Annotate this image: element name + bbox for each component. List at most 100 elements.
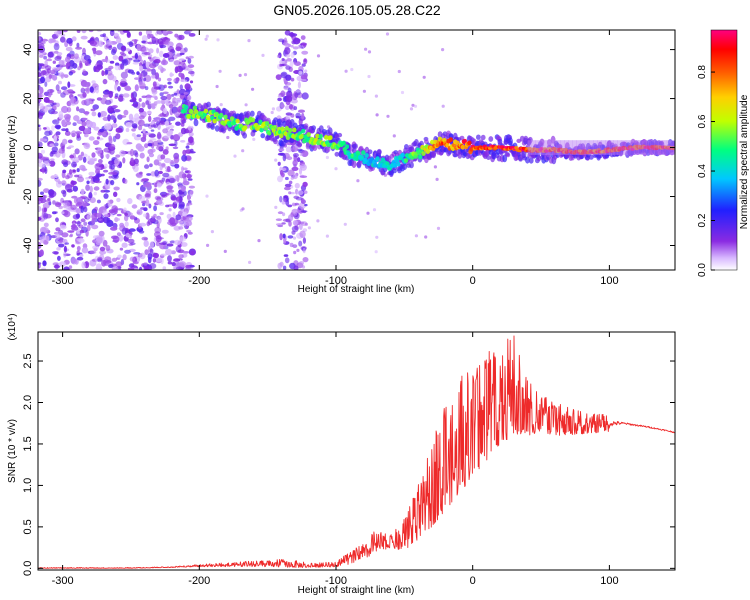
noise-dot bbox=[280, 71, 288, 79]
noise-dot bbox=[134, 152, 139, 158]
noise-dot bbox=[282, 42, 289, 46]
noise-dot bbox=[157, 65, 163, 70]
ridge-dot bbox=[219, 112, 224, 118]
noise-dot bbox=[152, 252, 159, 259]
noise-dot bbox=[75, 131, 82, 135]
noise-dot bbox=[165, 39, 170, 46]
noise-dot bbox=[292, 159, 298, 167]
noise-dot bbox=[112, 235, 120, 243]
noise-dot bbox=[165, 204, 170, 208]
noise-dot bbox=[179, 191, 185, 198]
spectrogram-frame bbox=[37, 29, 676, 271]
ridge-dot bbox=[301, 128, 306, 134]
noise-dot bbox=[88, 136, 95, 141]
noise-dot bbox=[74, 53, 79, 60]
noise-dot bbox=[291, 166, 299, 171]
noise-dot bbox=[43, 55, 47, 60]
noise-dot bbox=[136, 134, 142, 137]
noise-dot bbox=[105, 153, 111, 158]
noise-dot bbox=[149, 138, 157, 141]
noise-dot bbox=[132, 97, 137, 102]
noise-dot bbox=[163, 157, 172, 164]
noise-dot bbox=[49, 152, 54, 157]
noise-dot bbox=[173, 200, 180, 204]
noise-dot bbox=[43, 188, 50, 194]
noise-dot bbox=[105, 178, 109, 185]
noise-dot bbox=[279, 63, 283, 67]
noise-dot bbox=[149, 248, 154, 254]
noise-dot bbox=[157, 131, 162, 139]
noise-dot bbox=[116, 213, 122, 217]
noise-dot bbox=[100, 97, 107, 105]
noise-dot bbox=[61, 211, 65, 215]
noise-dot bbox=[115, 35, 120, 39]
noise-dot bbox=[367, 74, 371, 79]
noise-dot bbox=[284, 183, 292, 188]
noise-dot bbox=[178, 58, 185, 61]
ridge-tail-band bbox=[642, 140, 647, 155]
noise-dot bbox=[257, 239, 261, 243]
noise-dot bbox=[99, 250, 107, 255]
noise-dot bbox=[152, 81, 157, 88]
noise-dot bbox=[68, 100, 72, 107]
noise-dot bbox=[173, 156, 180, 164]
noise-dot bbox=[88, 192, 93, 199]
noise-dot bbox=[174, 98, 182, 103]
noise-dot bbox=[52, 60, 56, 64]
ridge-tail-band bbox=[584, 140, 590, 155]
noise-dot bbox=[424, 235, 428, 239]
noise-dot bbox=[66, 37, 73, 44]
noise-dot bbox=[186, 68, 193, 72]
noise-dot bbox=[94, 206, 98, 212]
noise-dot bbox=[151, 74, 156, 79]
x-tick-label: 100 bbox=[600, 275, 618, 287]
noise-dot bbox=[174, 140, 178, 147]
noise-dot bbox=[115, 62, 120, 67]
noise-dot bbox=[55, 125, 61, 130]
ridge-dot bbox=[421, 151, 426, 157]
x-tick-label: 0 bbox=[470, 575, 476, 587]
noise-dot bbox=[143, 237, 148, 241]
ridge-dot bbox=[272, 125, 277, 130]
noise-dot bbox=[146, 156, 150, 163]
noise-dot bbox=[136, 43, 141, 52]
noise-dot bbox=[290, 52, 295, 58]
noise-dot bbox=[38, 162, 45, 168]
noise-dot bbox=[67, 139, 73, 144]
noise-dot bbox=[185, 264, 191, 269]
noise-dot bbox=[99, 165, 105, 168]
noise-dot bbox=[78, 125, 86, 132]
noise-dot bbox=[168, 85, 174, 89]
noise-dot bbox=[436, 226, 441, 230]
noise-dot bbox=[296, 248, 300, 252]
y-tick-label: 2.5 bbox=[22, 353, 34, 368]
noise-dot bbox=[281, 104, 285, 108]
snr-x-label: Height of straight line (km) bbox=[298, 585, 415, 596]
ridge-dot bbox=[403, 158, 409, 163]
noise-dot bbox=[147, 33, 151, 39]
noise-dot bbox=[163, 107, 168, 115]
noise-dot bbox=[111, 49, 116, 56]
noise-dot bbox=[343, 222, 347, 226]
noise-dot bbox=[83, 54, 91, 61]
noise-dot bbox=[101, 70, 105, 77]
noise-dot bbox=[129, 215, 136, 220]
noise-dot bbox=[58, 71, 64, 75]
noise-dot bbox=[47, 51, 54, 58]
ridge-dot bbox=[460, 144, 465, 150]
noise-dot bbox=[158, 114, 164, 117]
noise-dot bbox=[69, 233, 73, 237]
noise-dot bbox=[43, 96, 50, 103]
noise-dot bbox=[414, 234, 418, 238]
noise-dot bbox=[171, 93, 175, 97]
noise-dot bbox=[58, 60, 65, 66]
noise-dot bbox=[284, 63, 288, 67]
colorbar-scale bbox=[710, 29, 738, 271]
x-tick-label: -100 bbox=[325, 575, 347, 587]
ridge-dot bbox=[279, 133, 284, 139]
noise-dot bbox=[180, 127, 187, 135]
noise-dot bbox=[44, 60, 48, 67]
noise-dot bbox=[98, 207, 103, 215]
noise-dot bbox=[117, 86, 121, 92]
